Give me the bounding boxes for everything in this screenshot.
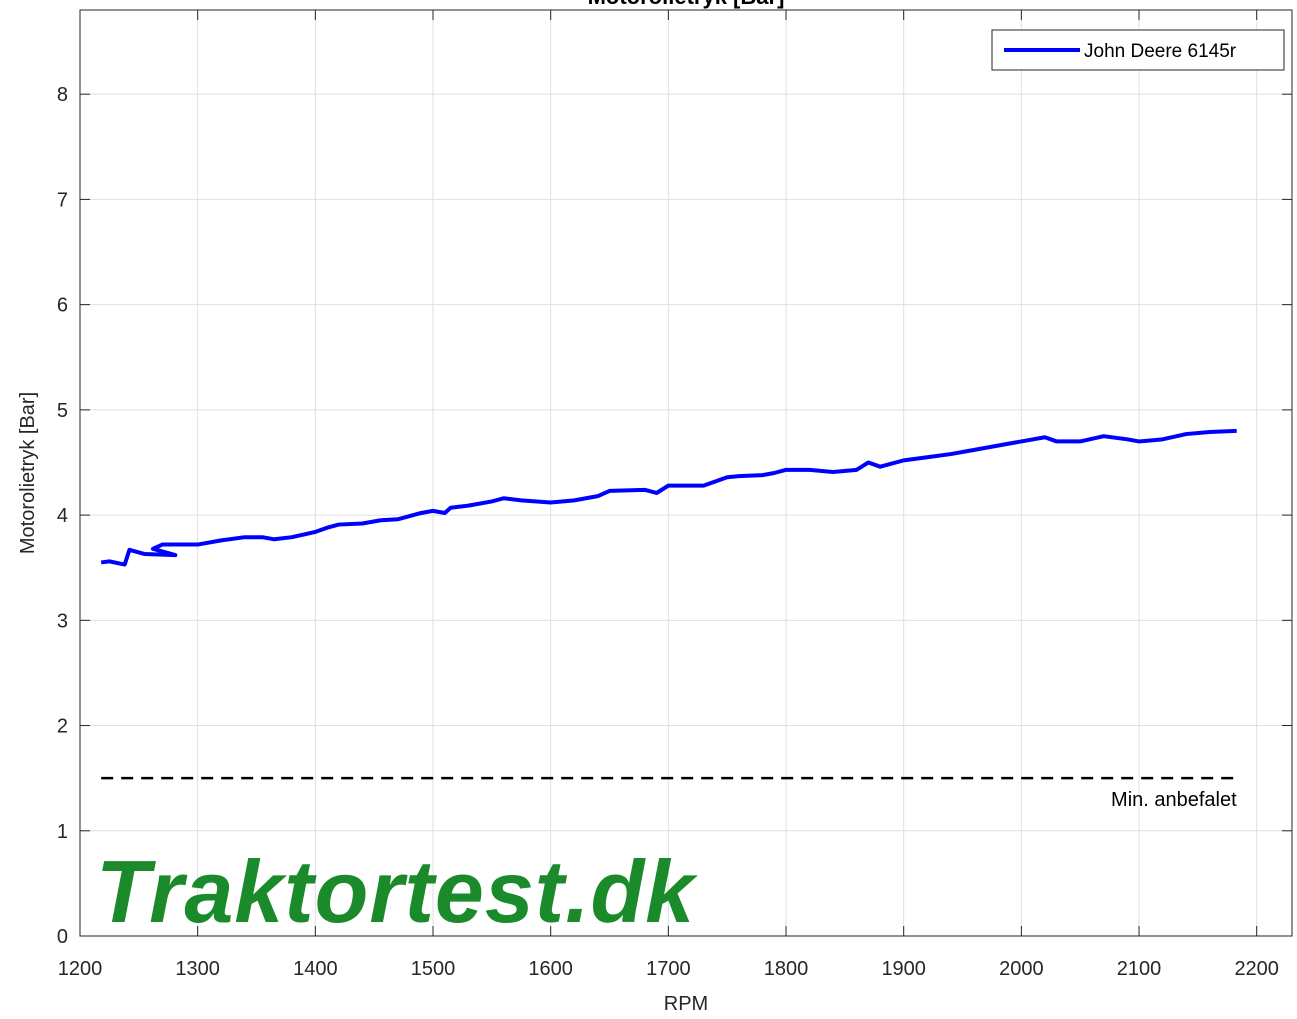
- y-tick-label: 5: [57, 400, 68, 422]
- x-tick-label: 1900: [881, 958, 926, 980]
- x-tick-label: 1700: [646, 958, 691, 980]
- y-tick-label: 7: [57, 189, 68, 211]
- y-tick-label: 1: [57, 821, 68, 843]
- data-line: [100, 428, 1237, 567]
- y-axis-label: Motorolietryk [Bar]: [17, 392, 39, 554]
- x-tick-label: 1500: [411, 958, 456, 980]
- y-tick-label: 3: [57, 610, 68, 632]
- y-tick-label: 0: [57, 926, 68, 948]
- x-tick-label: 2100: [1117, 958, 1162, 980]
- legend-label: John Deere 6145r: [1084, 41, 1237, 62]
- y-tick-label: 4: [57, 505, 68, 527]
- x-tick-label: 1800: [764, 958, 809, 980]
- y-tick-label: 6: [57, 295, 68, 317]
- x-tick-label: 2000: [999, 958, 1044, 980]
- y-tick-label: 2: [57, 716, 68, 738]
- reference-label: Min. anbefalet: [1111, 789, 1237, 811]
- x-tick-label: 1200: [58, 958, 103, 980]
- watermark: Traktortest.dk: [96, 842, 698, 941]
- x-tick-label: 1600: [528, 958, 573, 980]
- chart-title: Motorolietryk [Bar]: [588, 0, 785, 9]
- y-tick-label: 8: [57, 84, 68, 106]
- x-tick-label: 1300: [175, 958, 220, 980]
- x-tick-label: 1400: [293, 958, 338, 980]
- x-tick-label: 2200: [1234, 958, 1279, 980]
- x-axis-label: RPM: [664, 993, 708, 1015]
- plot-frame: [79, 9, 1293, 937]
